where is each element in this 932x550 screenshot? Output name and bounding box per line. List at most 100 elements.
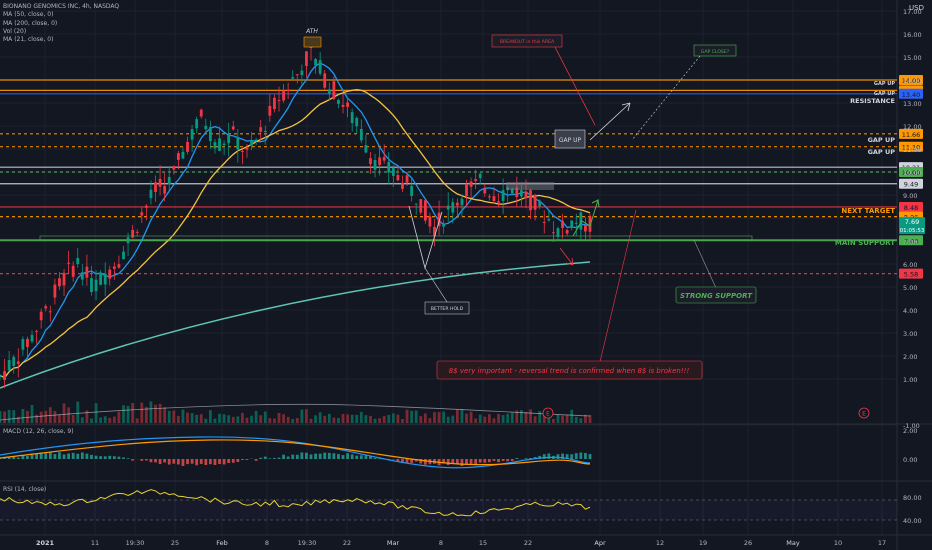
pane-tick-label: 80.00 <box>903 494 922 502</box>
macd-histogram-bar <box>245 459 249 460</box>
macd-histogram-bar <box>478 459 482 463</box>
volume-bar <box>62 403 66 423</box>
volume-bar <box>16 416 20 423</box>
volume-bar <box>318 412 322 423</box>
volume-bar <box>222 414 226 423</box>
volume-bar <box>323 415 327 423</box>
volume-bar <box>401 418 404 423</box>
macd-histogram-bar <box>112 456 116 459</box>
volume-bar <box>579 418 583 423</box>
candle-body <box>250 140 253 146</box>
candle-body <box>355 117 359 127</box>
price-tick-label: 11.00 <box>903 146 922 154</box>
candle-body <box>529 190 532 211</box>
volume-bar <box>524 412 528 423</box>
macd-histogram-bar <box>506 459 510 462</box>
volume-bar <box>227 415 231 423</box>
price-tick-label: 9.00 <box>903 192 917 200</box>
volume-bar <box>437 412 441 423</box>
chart-legend: BIONANO GENOMICS INC, 4h, NASDAQ MA (50,… <box>3 3 119 44</box>
price-tag-bg <box>899 88 923 99</box>
candle-body <box>446 205 450 210</box>
macd-histogram-bar <box>94 455 98 459</box>
volume-bar <box>94 403 98 423</box>
volume-bar <box>369 415 372 423</box>
price-tick-label: 5.00 <box>903 284 917 292</box>
macd-histogram-bar <box>26 455 29 459</box>
macd-histogram-bar <box>542 454 546 459</box>
macd-histogram-bar <box>533 456 537 459</box>
macd-histogram-bar <box>208 459 212 465</box>
volume-bar <box>574 416 578 423</box>
volume-bar <box>309 418 313 423</box>
candle-body <box>327 89 331 94</box>
volume-bar <box>282 414 285 423</box>
volume-bar <box>337 418 340 423</box>
volume-bar <box>44 410 48 423</box>
macd-histogram-bar <box>405 459 409 463</box>
volume-bar <box>90 418 93 423</box>
macd-histogram-bar <box>236 459 240 462</box>
candle-body <box>245 147 249 150</box>
volume-bar <box>410 410 414 423</box>
volume-bar <box>565 415 569 423</box>
legend-ma200[interactable]: MA (200, close, 0) <box>3 19 58 27</box>
candle-body <box>282 90 285 101</box>
volume-bar <box>250 415 253 423</box>
candle-body <box>314 58 317 66</box>
volume-bar <box>26 410 29 423</box>
candle-body <box>295 74 299 76</box>
downside-arrow <box>559 247 574 266</box>
candle-body <box>53 284 57 298</box>
macd-histogram-bar <box>90 454 93 459</box>
volume-bar <box>126 405 130 423</box>
macd-histogram-bar <box>419 459 423 464</box>
macd-histogram-bar <box>0 458 2 459</box>
volume-bar <box>350 414 354 423</box>
macd-histogram-bar <box>346 453 349 459</box>
candle-body <box>286 89 290 92</box>
volume-bar <box>533 416 537 423</box>
gap-arrow <box>589 102 631 141</box>
legend-volume[interactable]: Vol (20) <box>3 27 27 35</box>
volume-bar <box>144 406 148 423</box>
volume-bar <box>76 401 80 423</box>
candle-body <box>350 112 354 124</box>
candle-body <box>131 229 135 238</box>
time-tick-label: 11 <box>91 539 99 547</box>
macd-histogram-bar <box>579 452 583 459</box>
legend-ma21[interactable]: MA (21, close, 0) <box>3 36 54 44</box>
rsi-label[interactable]: RSI (14, close) <box>3 486 47 493</box>
volume-bar <box>300 409 304 423</box>
macd-label[interactable]: MACD (12, 26, close, 9) <box>3 428 74 435</box>
macd-histogram-bar <box>167 459 171 465</box>
macd-histogram-bar <box>218 459 221 465</box>
volume-bar <box>465 413 468 423</box>
volume-bar <box>478 414 482 423</box>
candle-body <box>195 119 199 129</box>
time-tick-label: 26 <box>744 539 752 547</box>
legend-ma50[interactable]: MA (50, close, 0) <box>3 11 54 19</box>
candle-body <box>428 216 432 227</box>
macd-histogram-bar <box>584 452 587 459</box>
candle-body <box>112 266 116 269</box>
macd-histogram-bar <box>80 452 84 459</box>
macd-histogram-bar <box>373 457 377 459</box>
price-tick-label: 2.00 <box>903 353 917 361</box>
candle-body <box>387 161 391 173</box>
macd-histogram-bar <box>295 454 299 459</box>
volume-bar <box>529 409 532 423</box>
candle-body <box>103 273 107 285</box>
candle-body <box>0 375 2 377</box>
gap-close-label: GAP CLOSE? <box>701 49 730 55</box>
macd-histogram-bar <box>30 453 34 459</box>
time-tick-label: 19 <box>699 539 707 547</box>
candle-body <box>144 205 148 208</box>
candle-body <box>186 141 189 152</box>
current-price-bg <box>899 217 925 235</box>
price-tag-bg <box>899 178 923 189</box>
consolidation-box <box>506 182 554 190</box>
price-tag: 13.40 <box>902 91 921 99</box>
price-tag: 10.00 <box>902 169 921 177</box>
